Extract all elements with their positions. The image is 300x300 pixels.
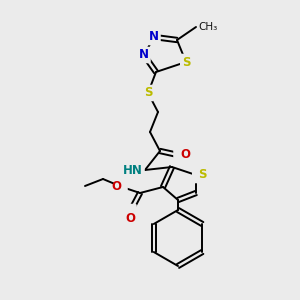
Text: O: O xyxy=(116,181,126,194)
Text: O: O xyxy=(111,181,121,194)
Text: S: S xyxy=(144,86,152,100)
Text: N: N xyxy=(149,31,159,44)
Text: S: S xyxy=(198,169,206,182)
Text: N: N xyxy=(139,49,149,62)
Text: N: N xyxy=(149,31,159,44)
Text: O: O xyxy=(180,148,190,161)
Text: CH₃: CH₃ xyxy=(198,22,217,32)
Text: O: O xyxy=(175,148,185,161)
Text: O: O xyxy=(125,212,135,225)
Text: S: S xyxy=(182,56,190,68)
Text: S: S xyxy=(194,169,202,182)
Text: S: S xyxy=(182,56,190,68)
Text: O: O xyxy=(125,206,135,218)
Text: HN: HN xyxy=(123,164,143,176)
Text: N: N xyxy=(139,49,149,62)
Text: S: S xyxy=(144,86,152,100)
